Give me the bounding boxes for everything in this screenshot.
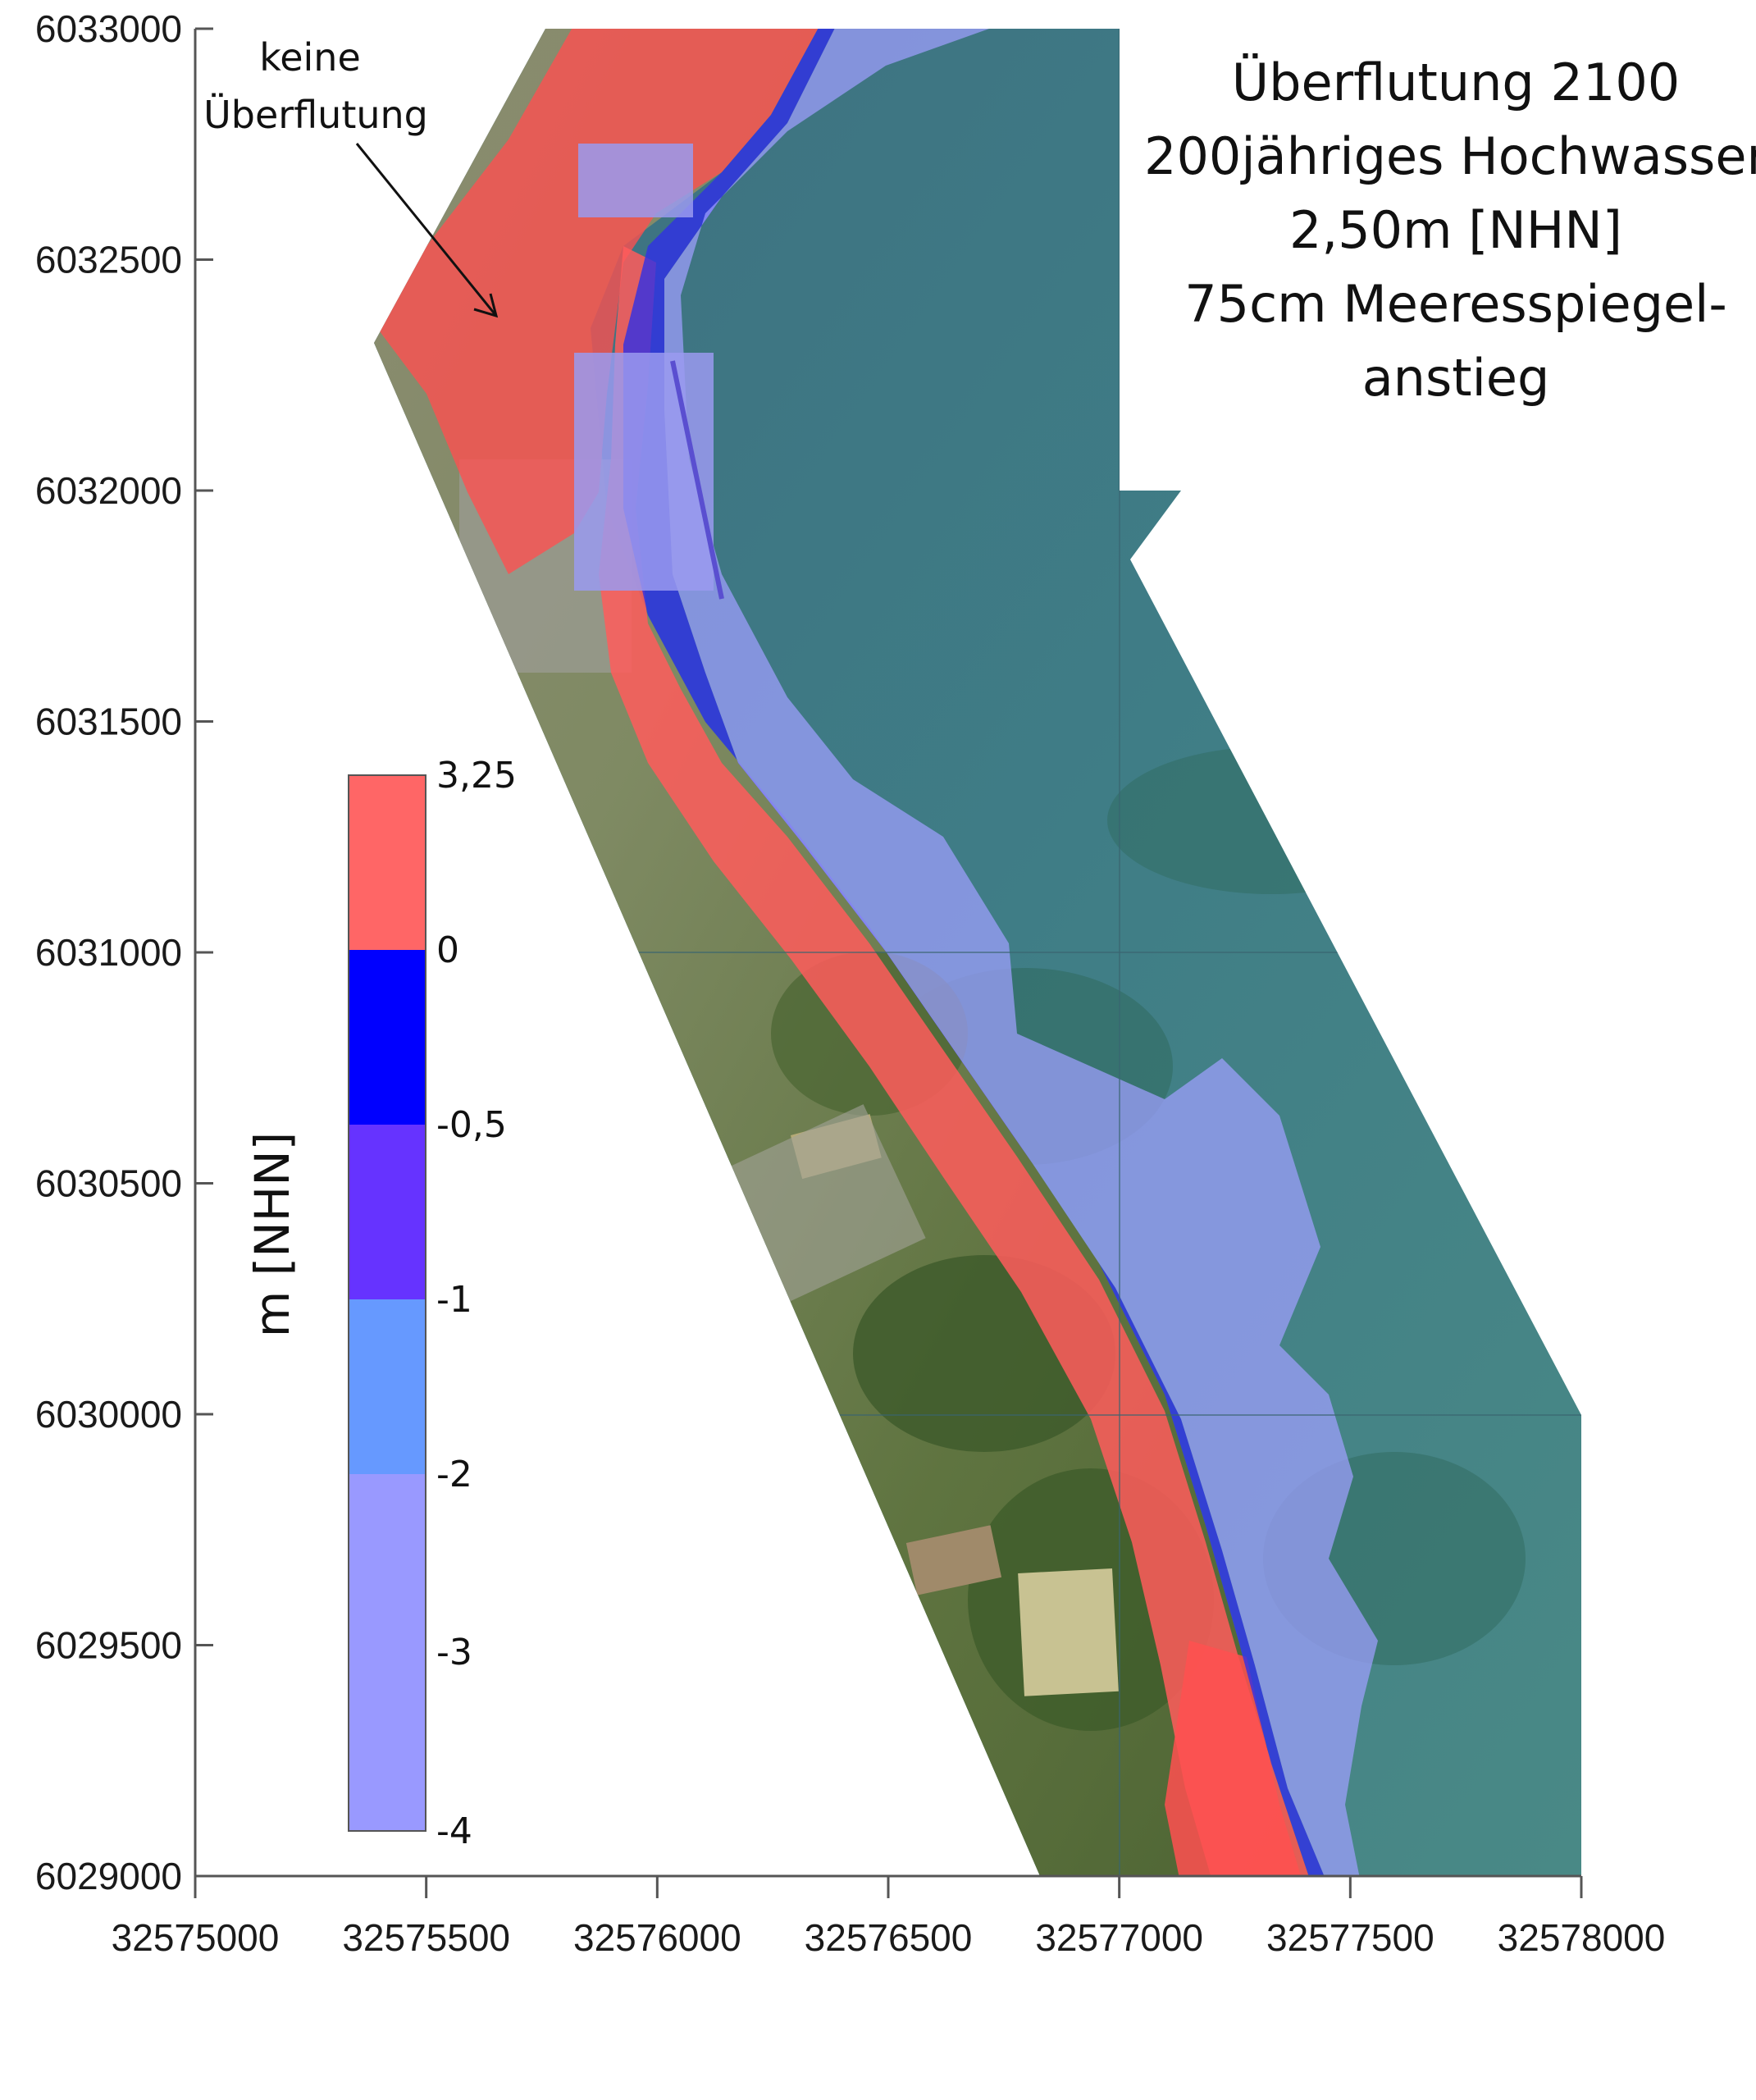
legend-label: 0 [436, 929, 459, 971]
x-tick-label: 32578000 [1498, 1916, 1666, 1959]
y-tick-label: 6033000 [35, 7, 182, 50]
color-legend: 3,25 0 -0,5 -1 -2 -3 -4 m [NHN] [244, 755, 517, 1852]
flooded-area-red [377, 29, 820, 574]
legend-label: -3 [436, 1632, 472, 1673]
annotation-line: keine [259, 35, 361, 80]
y-tick-label: 6031500 [35, 701, 182, 743]
title-line: 200jähriges Hochwasser [1144, 126, 1756, 186]
y-tick-label: 6030000 [35, 1393, 182, 1436]
legend-bin [349, 1125, 426, 1299]
legend-label: -0,5 [436, 1104, 507, 1146]
legend-border [348, 774, 426, 1832]
marina [574, 353, 714, 591]
legend-label: 3,25 [436, 755, 517, 797]
marina [578, 144, 693, 217]
arrow-head-icon [473, 293, 499, 318]
seabed-patch [1107, 746, 1435, 894]
flooded-area-red [599, 246, 1312, 1876]
field [1018, 1568, 1119, 1696]
title-line: 75cm Meeresspiegel- [1184, 274, 1727, 334]
y-tick-label: 6032500 [35, 239, 182, 281]
annotation-arrow [355, 143, 498, 317]
field [905, 1525, 1002, 1596]
legend-bin [349, 1474, 426, 1831]
title-line: anstieg [1362, 348, 1550, 408]
legend-bin [349, 775, 426, 950]
shallow-water-area [664, 29, 1378, 1876]
y-tick-label: 6030500 [35, 1162, 182, 1205]
title-line: 2,50m [NHN] [1289, 200, 1622, 260]
breakwater [670, 360, 724, 600]
y-tick-label: 6031000 [35, 931, 182, 974]
map-title: Überflutung 2100 200jähriges Hochwasser … [1144, 52, 1756, 408]
shoreline-band-deep [623, 29, 1329, 1876]
legend-label: -4 [436, 1810, 472, 1852]
flooded-area-red [1165, 1641, 1304, 1876]
title-line: Überflutung 2100 [1232, 52, 1680, 112]
x-tick-label: 32575500 [342, 1916, 510, 1959]
no-flooding-annotation: keine Überflutung [203, 35, 499, 318]
y-tick-label: 6029000 [35, 1855, 182, 1897]
y-tick-label: 6029500 [35, 1624, 182, 1667]
legend-title: m [NHN] [244, 1132, 300, 1338]
x-tick-label: 32575000 [112, 1916, 280, 1959]
x-tick-label: 32576000 [573, 1916, 741, 1959]
legend-bin [349, 950, 426, 1125]
y-tick-label: 6032000 [35, 469, 182, 512]
annotation-line: Überflutung [203, 93, 428, 137]
map-axes: 6033000 6032500 6032000 6031500 6031000 60305… [35, 7, 1665, 1959]
x-tick-label: 32576500 [805, 1916, 973, 1959]
x-tick-label: 32577500 [1266, 1916, 1434, 1959]
x-tick-label: 32577000 [1035, 1916, 1203, 1959]
legend-label: -2 [436, 1454, 472, 1495]
legend-label: -1 [436, 1279, 472, 1321]
legend-bin [349, 1299, 426, 1474]
